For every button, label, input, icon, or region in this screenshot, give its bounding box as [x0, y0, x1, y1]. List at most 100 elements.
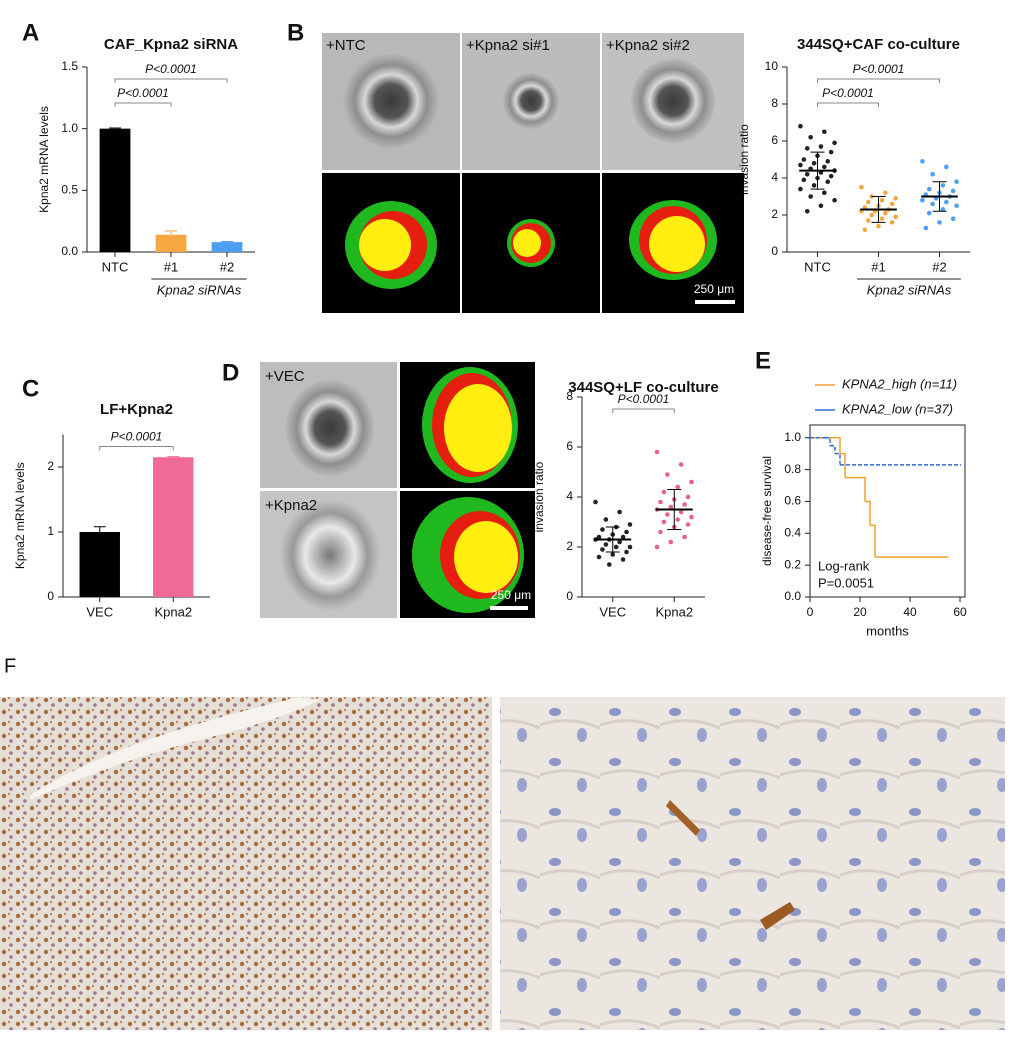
survival-step [830, 444, 836, 454]
panel-label: A [22, 19, 39, 46]
x-tick-label: #2 [932, 259, 946, 274]
survival-step [825, 436, 831, 446]
data-point [923, 225, 929, 231]
data-point [950, 188, 956, 194]
p-value: P<0.0001 [111, 430, 163, 444]
bar [155, 234, 187, 252]
data-point [832, 140, 837, 146]
survival-step [860, 476, 866, 502]
chart-title: LF+Kpna2 [100, 401, 173, 418]
x-tick-label: VEC [86, 604, 113, 619]
data-point [930, 172, 935, 177]
panel-label: D [222, 359, 239, 386]
data-point [682, 534, 687, 540]
data-point [658, 529, 663, 535]
data-point [937, 220, 942, 225]
data-point [811, 160, 817, 166]
survival-step [835, 452, 841, 465]
y-axis-label: Kpna2 mRNA levels [13, 462, 27, 569]
ihc-image [500, 697, 1005, 1030]
x-axis-label: months [866, 623, 909, 638]
data-point [600, 547, 605, 552]
data-point [832, 197, 837, 203]
error-bar [810, 151, 825, 190]
data-point [654, 544, 660, 550]
data-point [668, 539, 674, 545]
y-tick-label: 2 [47, 459, 54, 473]
y-tick-label: 6 [566, 439, 573, 453]
data-point [617, 509, 622, 515]
data-point [950, 216, 956, 221]
data-point [822, 129, 827, 135]
data-point [682, 502, 687, 507]
data-point [808, 194, 813, 199]
p-value: P<0.0001 [618, 392, 670, 406]
y-axis-label: Kpna2 mRNA levels [37, 106, 51, 213]
error-bar [221, 241, 233, 243]
data-point [954, 179, 959, 184]
chart-title: CAF_Kpna2 siRNA [104, 36, 238, 53]
data-point [869, 212, 874, 218]
y-tick-label: 4 [566, 489, 573, 503]
significance-bracket [612, 408, 675, 413]
data-point [818, 203, 824, 209]
data-point [828, 173, 834, 179]
data-point [883, 210, 888, 216]
data-point [926, 186, 932, 192]
data-point [825, 159, 831, 164]
y-tick-label: 1.5 [61, 59, 78, 73]
data-point [798, 123, 803, 129]
error-bar [871, 196, 886, 223]
data-point [627, 544, 633, 550]
data-point [804, 146, 810, 151]
survival-step [870, 524, 876, 558]
x-tick-label: #2 [220, 259, 234, 274]
data-point [818, 144, 824, 149]
data-point [658, 499, 663, 505]
y-tick-label: 4 [771, 170, 778, 184]
data-point [613, 544, 619, 550]
p-value: P<0.0001 [853, 62, 905, 76]
survival-step [840, 452, 846, 478]
ihc-lumen [30, 697, 320, 800]
data-point [822, 190, 827, 196]
data-point [603, 517, 609, 522]
data-point [689, 479, 694, 485]
chart-title: 344SQ+LF co-culture [568, 379, 718, 396]
error-bar [93, 526, 106, 532]
ihc-image [0, 697, 492, 1030]
data-point [822, 164, 827, 170]
x-tick-label: #1 [871, 259, 885, 274]
y-tick-label: 0.0 [784, 589, 801, 603]
group-label: Kpna2 siRNAs [867, 282, 952, 297]
y-axis-label: invasion ratio [532, 461, 546, 532]
data-point [920, 159, 925, 164]
data-point [944, 199, 949, 205]
data-point [661, 519, 667, 525]
data-point [607, 562, 612, 567]
panel-label: E [755, 347, 771, 374]
significance-bracket [99, 446, 174, 451]
y-tick-label: 0 [566, 589, 573, 603]
x-tick-label: NTC [804, 259, 831, 274]
bar [153, 457, 194, 597]
data-point [859, 184, 864, 190]
image-grid-d: +VEC +Kpna2 250 μm [260, 362, 535, 618]
y-axis-label: invasion ratio [737, 124, 751, 195]
y-tick-label: 1.0 [61, 121, 78, 135]
data-point [893, 214, 898, 220]
data-point [624, 529, 629, 535]
data-point [954, 203, 959, 209]
data-point [825, 179, 831, 184]
survival-step [865, 500, 871, 526]
data-point [600, 527, 605, 532]
ihc-cell [760, 902, 795, 930]
error-bar [667, 489, 682, 530]
x-tick-label: 20 [853, 605, 867, 619]
x-tick-label: 60 [953, 605, 967, 619]
data-point [879, 197, 885, 203]
y-tick-label: 1.0 [784, 430, 801, 444]
scale-bar-label: 250 μm [694, 282, 734, 296]
image-label: +NTC [326, 37, 366, 54]
